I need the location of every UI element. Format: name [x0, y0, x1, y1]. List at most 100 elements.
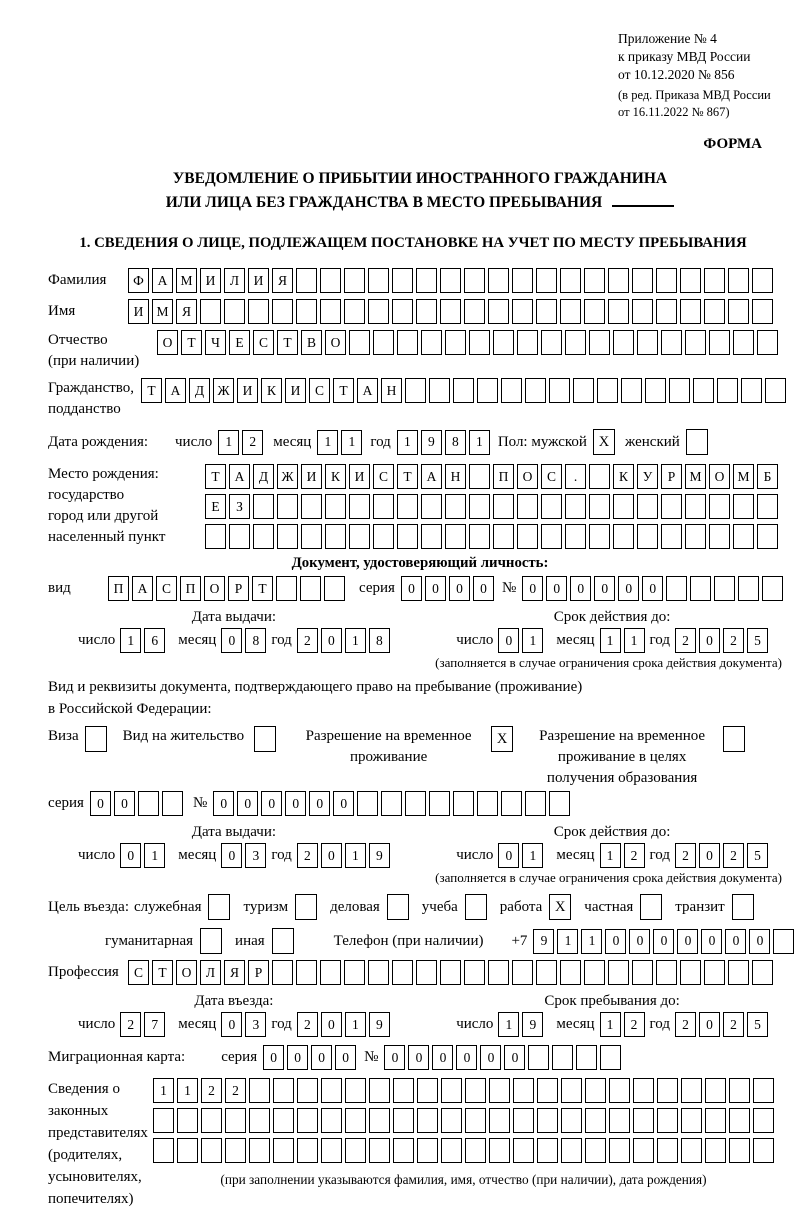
char-cell[interactable] [549, 378, 570, 404]
char-cell[interactable] [405, 378, 426, 404]
char-cell[interactable] [493, 494, 514, 520]
char-cell[interactable]: Я [272, 268, 293, 294]
char-cell[interactable]: 0 [285, 791, 307, 817]
char-cell[interactable] [752, 960, 773, 986]
char-cell[interactable]: 0 [701, 928, 723, 954]
char-cell[interactable] [541, 524, 562, 550]
char-cell[interactable] [657, 1078, 678, 1104]
char-cell[interactable] [690, 576, 712, 602]
char-cell[interactable] [249, 1138, 270, 1164]
char-cell[interactable] [609, 1108, 630, 1134]
char-cell[interactable] [441, 1138, 462, 1164]
char-cell[interactable] [717, 378, 738, 404]
char-cell[interactable] [584, 299, 605, 325]
char-cell[interactable]: И [237, 378, 258, 404]
char-cell[interactable] [613, 524, 634, 550]
char-cell[interactable]: 0 [498, 843, 520, 869]
char-cell[interactable]: 0 [237, 791, 259, 817]
char-cell[interactable]: 5 [747, 628, 768, 654]
char-cell[interactable] [153, 1138, 174, 1164]
char-cell[interactable]: Л [224, 268, 245, 294]
char-cell[interactable] [373, 330, 394, 356]
char-cell[interactable] [489, 1108, 510, 1134]
purpose-work-checkbox[interactable]: X [549, 894, 572, 921]
char-cell[interactable] [656, 299, 677, 325]
char-cell[interactable]: И [200, 268, 221, 294]
char-cell[interactable] [325, 524, 346, 550]
char-cell[interactable] [565, 330, 586, 356]
char-cell[interactable] [300, 576, 321, 602]
char-cell[interactable] [645, 378, 666, 404]
char-cell[interactable] [685, 524, 706, 550]
char-cell[interactable]: 2 [723, 1012, 744, 1038]
char-cell[interactable] [488, 299, 509, 325]
char-cell[interactable] [501, 791, 523, 817]
char-cell[interactable]: 0 [618, 576, 640, 602]
char-cell[interactable]: 0 [699, 843, 720, 869]
char-cell[interactable] [393, 1138, 414, 1164]
char-cell[interactable]: 0 [629, 928, 651, 954]
char-cell[interactable] [296, 960, 317, 986]
char-cell[interactable]: 0 [725, 928, 747, 954]
char-cell[interactable]: 2 [225, 1078, 246, 1104]
char-cell[interactable]: У [637, 464, 658, 490]
char-cell[interactable]: 1 [344, 843, 366, 869]
char-cell[interactable] [560, 960, 581, 986]
char-cell[interactable] [681, 1138, 702, 1164]
char-cell[interactable]: С [128, 960, 149, 986]
char-cell[interactable] [488, 960, 509, 986]
char-cell[interactable] [561, 1078, 582, 1104]
char-cell[interactable] [709, 494, 730, 520]
sex-male-checkbox[interactable]: X [592, 429, 615, 456]
char-cell[interactable]: 1 [498, 1012, 520, 1038]
char-cell[interactable]: 0 [221, 628, 243, 654]
char-cell[interactable]: А [165, 378, 186, 404]
char-cell[interactable]: Е [229, 330, 250, 356]
char-cell[interactable]: 2 [675, 628, 696, 654]
char-cell[interactable]: П [108, 576, 129, 602]
char-cell[interactable] [465, 1138, 486, 1164]
char-cell[interactable] [765, 378, 786, 404]
char-cell[interactable] [229, 524, 250, 550]
char-cell[interactable] [345, 1138, 366, 1164]
char-cell[interactable] [728, 268, 749, 294]
char-cell[interactable] [469, 494, 490, 520]
char-cell[interactable]: О [325, 330, 346, 356]
char-cell[interactable] [632, 960, 653, 986]
char-cell[interactable] [321, 1108, 342, 1134]
char-cell[interactable] [589, 464, 610, 490]
char-cell[interactable]: А [132, 576, 153, 602]
char-cell[interactable] [536, 268, 557, 294]
char-cell[interactable] [728, 299, 749, 325]
char-cell[interactable] [536, 960, 557, 986]
char-cell[interactable] [301, 524, 322, 550]
char-cell[interactable]: З [229, 494, 250, 520]
char-cell[interactable] [741, 378, 762, 404]
char-cell[interactable] [276, 576, 297, 602]
char-cell[interactable] [753, 1078, 774, 1104]
char-cell[interactable] [585, 1078, 606, 1104]
char-cell[interactable] [369, 1108, 390, 1134]
temp-residence-checkbox[interactable]: X [491, 726, 514, 753]
char-cell[interactable]: Т [141, 378, 162, 404]
char-cell[interactable]: 8 [444, 429, 466, 455]
char-cell[interactable]: 8 [368, 628, 390, 654]
char-cell[interactable] [393, 1078, 414, 1104]
char-cell[interactable]: 1 [218, 429, 240, 455]
char-cell[interactable]: Р [661, 464, 682, 490]
char-cell[interactable] [397, 494, 418, 520]
char-cell[interactable] [345, 1078, 366, 1104]
char-cell[interactable] [249, 1108, 270, 1134]
char-cell[interactable] [397, 524, 418, 550]
char-cell[interactable] [297, 1078, 318, 1104]
char-cell[interactable] [704, 268, 725, 294]
char-cell[interactable] [273, 1108, 294, 1134]
char-cell[interactable] [512, 960, 533, 986]
char-cell[interactable] [573, 378, 594, 404]
char-cell[interactable] [637, 524, 658, 550]
char-cell[interactable] [661, 330, 682, 356]
char-cell[interactable]: Д [253, 464, 274, 490]
char-cell[interactable]: 2 [120, 1012, 142, 1038]
char-cell[interactable] [633, 1108, 654, 1134]
char-cell[interactable] [161, 791, 183, 817]
